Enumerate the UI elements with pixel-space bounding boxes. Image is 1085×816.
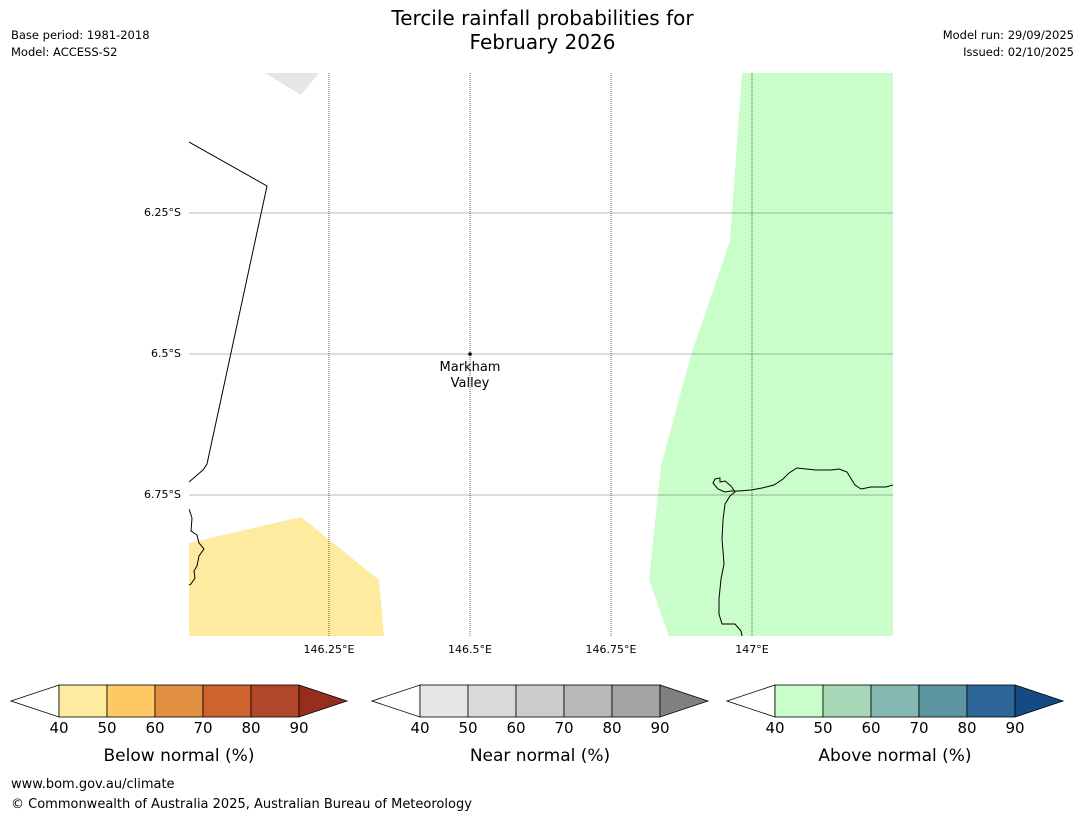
colorbar-near-bin-80-90	[611, 684, 661, 718]
colorbar-near-ticks: 40 50 60 70 80 90	[371, 719, 711, 737]
place-label-line1: Markham	[439, 360, 501, 375]
colorbar-above-max-extend	[1014, 684, 1065, 718]
colorbar-below-tick: 60	[145, 719, 165, 737]
colorbar-above-tick: 60	[861, 719, 881, 737]
colorbar-near-normal	[371, 684, 710, 718]
colorbar-above-bin-80-90	[966, 684, 1016, 718]
place-label-line2: Valley	[450, 376, 490, 391]
colorbar-above-tick: 50	[813, 719, 833, 737]
map-title-line2: February 2026	[469, 30, 616, 54]
issued-text: Issued: 02/10/2025	[963, 45, 1074, 59]
colorbar-near-tick: 70	[554, 719, 574, 737]
colorbar-above-label: Above normal (%)	[818, 746, 972, 766]
colorbar-above-ticks: 40 50 60 70 80 90	[726, 719, 1066, 737]
map-panel	[189, 73, 893, 636]
colorbar-below-ticks: 40 50 60 70 80 90	[10, 719, 350, 737]
lon-label-146.75: 146.75°E	[585, 643, 637, 656]
colorbar-below-bin-40-50	[58, 684, 108, 718]
colorbar-near-tick: 60	[506, 719, 526, 737]
colorbar-below-label: Below normal (%)	[103, 746, 255, 766]
colorbar-below-tick: 70	[193, 719, 213, 737]
colorbar-above-bin-60-70	[870, 684, 920, 718]
boundary-line	[189, 141, 268, 483]
colorbar-near-max-extend	[659, 684, 710, 718]
markham-valley-marker	[468, 352, 472, 356]
model-text: Model: ACCESS-S2	[11, 45, 118, 59]
colorbar-below-tick: 80	[241, 719, 261, 737]
colorbar-near-bin-60-70	[515, 684, 565, 718]
model-run-text: Model run: 29/09/2025	[942, 28, 1074, 42]
lat-label-6.25: 6.25°S	[144, 206, 181, 219]
colorbar-above-bin-70-80	[918, 684, 968, 718]
map-title: Tercile rainfall probabilities for Febru…	[0, 6, 1085, 54]
base-period-text: Base period: 1981-2018	[11, 28, 150, 42]
colorbar-near-bin-50-60	[467, 684, 517, 718]
colorbar-above-bin-40-50	[774, 684, 824, 718]
colorbar-above-tick: 70	[909, 719, 929, 737]
lon-label-146.5: 146.5°E	[448, 643, 492, 656]
colorbar-near-tick: 40	[410, 719, 430, 737]
colorbar-above-min-extend	[726, 684, 776, 718]
colorbar-above-tick: 90	[1005, 719, 1025, 737]
footer: www.bom.gov.au/climate © Commonwealth of…	[11, 775, 472, 815]
meta-left: Base period: 1981-2018 Model: ACCESS-S2	[11, 27, 150, 61]
colorbar-near-bin-70-80	[563, 684, 613, 718]
colorbar-below-normal	[10, 684, 349, 718]
colorbar-below-tick: 50	[97, 719, 117, 737]
east-coastline	[712, 467, 893, 636]
colorbar-below-bin-80-90	[250, 684, 300, 718]
colorbar-near-tick: 50	[458, 719, 478, 737]
above-normal-region	[649, 73, 893, 636]
colorbar-below-tick: 40	[49, 719, 69, 737]
near-normal-region	[265, 73, 319, 95]
colorbar-above-tick: 80	[957, 719, 977, 737]
colorbar-above-tick: 40	[765, 719, 785, 737]
gridlines	[189, 212, 893, 496]
meta-right: Model run: 29/09/2025 Issued: 02/10/2025	[943, 27, 1074, 61]
colorbar-near-tick: 90	[650, 719, 670, 737]
lon-label-147: 147°E	[735, 643, 769, 656]
colorbar-near-label: Near normal (%)	[469, 746, 611, 766]
colorbar-near-bin-40-50	[419, 684, 469, 718]
colorbar-below-bin-50-60	[106, 684, 156, 718]
colorbar-above-bin-50-60	[822, 684, 872, 718]
colorbar-below-bin-60-70	[154, 684, 204, 718]
colorbar-near-min-extend	[371, 684, 421, 718]
footer-copyright: © Commonwealth of Australia 2025, Austra…	[11, 797, 472, 812]
place-label-markham-valley: Markham Valley	[440, 360, 501, 392]
footer-url[interactable]: www.bom.gov.au/climate	[11, 777, 175, 792]
colorbar-below-min-extend	[10, 684, 60, 718]
below-normal-region	[189, 517, 384, 636]
colorbar-below-max-extend	[298, 684, 349, 718]
lon-label-146.25: 146.25°E	[303, 643, 355, 656]
colorbar-below-bin-70-80	[202, 684, 252, 718]
colorbar-near-tick: 80	[602, 719, 622, 737]
west-coastline	[189, 508, 205, 586]
lat-label-6.5: 6.5°S	[151, 347, 181, 360]
colorbar-below-tick: 90	[289, 719, 309, 737]
colorbar-above-normal	[726, 684, 1065, 718]
map-title-line1: Tercile rainfall probabilities for	[391, 6, 694, 30]
lat-label-6.75: 6.75°S	[144, 488, 181, 501]
